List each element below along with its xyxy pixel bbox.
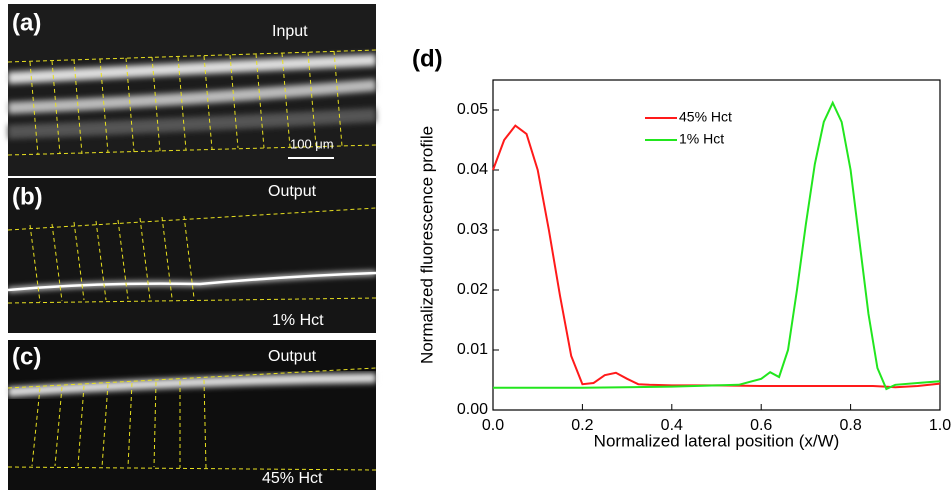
micrograph-b: (b) Output 1% Hct [7, 178, 377, 333]
y-tick-label: 0.04 [457, 161, 488, 178]
legend-label: 45% Hct [679, 109, 732, 125]
panel-caption: Output [268, 348, 317, 365]
panel-caption: Output [268, 183, 317, 200]
x-tick-label: 0.2 [571, 417, 593, 434]
line [493, 100, 941, 391]
panel-label: (c) [12, 343, 41, 370]
legend-label: 1% Hct [679, 131, 724, 147]
y-axis-label: Normalized fluorescence profile [417, 126, 436, 364]
chart: 0.0 0.2 0.4 0.6 0.8 1.0 0.00 0.01 0.02 0.03 0.04 0.… [417, 79, 951, 450]
line [492, 124, 941, 389]
y-tick-label: 0.05 [457, 101, 488, 118]
panel-label: (a) [12, 9, 41, 36]
y-tick-label: 0.01 [457, 341, 488, 358]
x-tick-label: 0.0 [482, 417, 504, 434]
plot-frame [492, 79, 941, 411]
x-tick-label: 0.8 [839, 417, 861, 434]
y-tick-label: 0.03 [457, 221, 488, 238]
panel-label: (d) [412, 45, 443, 72]
x-tick-label: 0.4 [661, 417, 683, 434]
y-tick-label: 0.02 [457, 281, 488, 298]
panel-label: (b) [12, 183, 43, 210]
panel-condition: 1% Hct [272, 312, 324, 329]
x-tick-label: 1.0 [929, 417, 951, 434]
x-axis-label: Normalized lateral position (x/W) [594, 431, 840, 450]
scale-bar-label: 100 μm [290, 136, 334, 151]
panel-condition: 45% Hct [262, 470, 323, 487]
y-tick-label: 0.00 [457, 401, 488, 418]
micrograph-c: (c) Output 45% Hct [7, 340, 377, 490]
x-tick-label: 0.6 [750, 417, 772, 434]
micrograph-a: (a) Input 100 μm [7, 4, 377, 176]
panel-caption: Input [272, 23, 308, 40]
